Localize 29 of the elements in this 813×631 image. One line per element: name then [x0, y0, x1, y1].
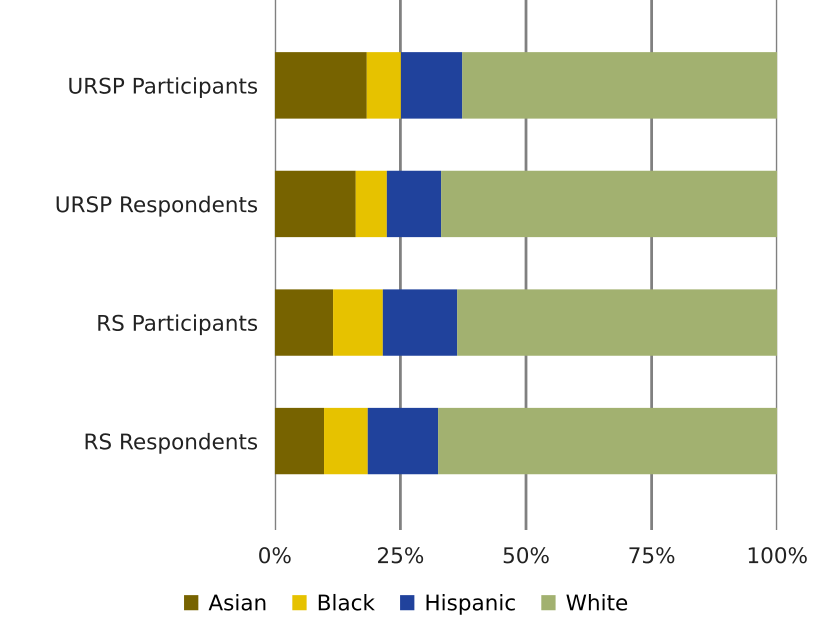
- legend-label: White: [566, 594, 628, 611]
- bar: [274, 170, 356, 238]
- bar: [333, 289, 383, 356]
- legend-label: Black: [318, 594, 375, 611]
- y-tick-label: RS Respondents: [86, 432, 258, 454]
- bar: [400, 52, 462, 119]
- bar: [462, 52, 778, 119]
- bar: [274, 52, 367, 119]
- y-tick-label: URSP Participants: [69, 77, 258, 98]
- y-tick-label: URSP Respondents: [56, 196, 258, 217]
- bar: [386, 170, 442, 238]
- bar: [457, 289, 778, 356]
- bar: [368, 408, 438, 474]
- bar: [366, 52, 401, 119]
- x-tick-label: 0%: [259, 547, 291, 564]
- y-tick-label: RS Participants: [98, 314, 258, 336]
- x-tick-label: 25%: [378, 547, 424, 564]
- bar: [438, 408, 778, 474]
- x-tick-label: 50%: [504, 547, 549, 564]
- x-tick-label: 75%: [629, 547, 674, 564]
- bar: [441, 170, 778, 238]
- bar: [274, 408, 324, 474]
- bar: [382, 289, 458, 356]
- legend-label: Asian: [208, 594, 266, 611]
- bar: [324, 408, 368, 474]
- legend-label: Hispanic: [426, 594, 515, 615]
- x-tick-label: 100%: [748, 547, 807, 564]
- bar: [356, 170, 387, 238]
- bar: [274, 289, 334, 356]
